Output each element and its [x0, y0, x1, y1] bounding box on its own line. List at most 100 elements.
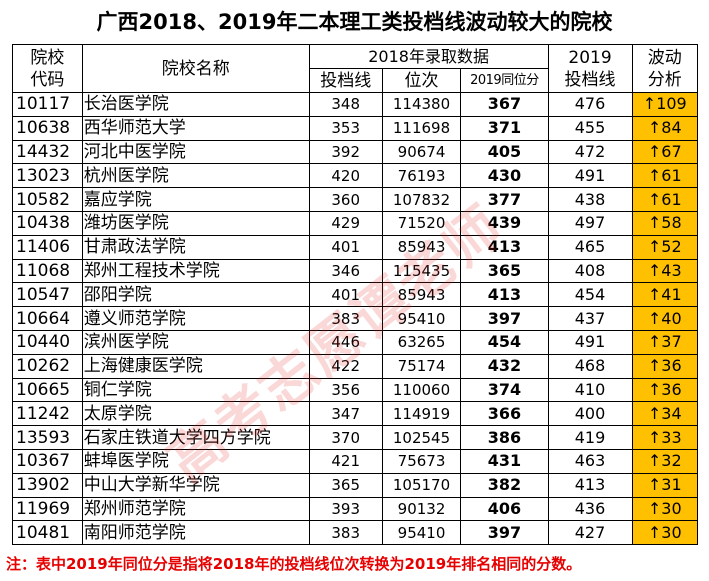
- cell-score: 392: [308, 139, 383, 165]
- header-wave-line1: 波动: [647, 47, 682, 68]
- cell-equiv: 454: [460, 329, 549, 355]
- table-row: 10665 铜仁学院 356 110060 374 410 ↑36: [12, 377, 699, 403]
- cell-wave: ↑30: [631, 496, 699, 522]
- cell-wave: ↑33: [631, 425, 699, 450]
- cell-2019-line: 491: [547, 163, 633, 189]
- cell-rank: 90674: [381, 139, 462, 165]
- cell-2019-line: 438: [547, 187, 633, 212]
- cell-score: 383: [308, 306, 383, 331]
- cell-equiv: 386: [460, 425, 549, 450]
- cell-2019-line: 400: [547, 401, 633, 427]
- table-row: 10262 上海健康医学院 422 75174 432 468 ↑36: [12, 353, 699, 379]
- header-rank: 位次: [381, 68, 462, 93]
- header-code-line2: 代码: [30, 69, 65, 90]
- cell-name: 西华师范大学: [81, 115, 310, 141]
- cell-score: 346: [308, 258, 383, 284]
- cell-name: 遵义师范学院: [81, 306, 310, 331]
- cell-code: 10262: [12, 353, 83, 379]
- cell-rank: 90132: [381, 496, 462, 522]
- cell-equiv: 366: [460, 401, 549, 427]
- cell-wave: ↑58: [631, 210, 699, 236]
- cell-rank: 107832: [381, 187, 462, 212]
- cell-rank: 110060: [381, 377, 462, 403]
- header-2019-line: 投档线: [564, 69, 616, 90]
- cell-name: 滨州医学院: [81, 329, 310, 355]
- cell-equiv: 430: [460, 163, 549, 189]
- cell-equiv: 371: [460, 115, 549, 141]
- cell-name: 长治医学院: [81, 92, 310, 117]
- cell-equiv: 367: [460, 92, 549, 117]
- cell-rank: 102545: [381, 425, 462, 450]
- cell-score: 370: [308, 425, 383, 450]
- cell-wave: ↑84: [631, 115, 699, 141]
- cell-code: 10582: [12, 187, 83, 212]
- cell-2019-line: 437: [547, 306, 633, 331]
- cell-equiv: 382: [460, 472, 549, 498]
- cell-code: 14432: [12, 139, 83, 165]
- cell-2019-line: 419: [547, 425, 633, 450]
- cell-equiv: 397: [460, 306, 549, 331]
- table-row: 11969 郑州师范学院 393 90132 406 436 ↑30: [12, 496, 699, 522]
- cell-equiv: 397: [460, 520, 549, 546]
- table-row: 10547 邵阳学院 401 85943 413 454 ↑41: [12, 282, 699, 308]
- cell-score: 401: [308, 282, 383, 308]
- cell-code: 13902: [12, 472, 83, 498]
- cell-2019-line: 455: [547, 115, 633, 141]
- cell-code: 10638: [12, 115, 83, 141]
- cell-name: 石家庄铁道大学四方学院: [81, 425, 310, 450]
- table-row: 10438 潍坊医学院 429 71520 439 497 ↑58: [12, 210, 699, 236]
- cell-score: 422: [308, 353, 383, 379]
- cell-name: 郑州师范学院: [81, 496, 310, 522]
- cell-equiv: 413: [460, 234, 549, 260]
- admission-table: 院校 代码 院校名称 2018年录取数据 2019 投档线 波动 分析 投档线 …: [12, 44, 699, 546]
- footnote: 注：表中2019年同位分是指将2018年的投档线位次转换为2019年排名相同的分…: [6, 555, 582, 573]
- cell-code: 11242: [12, 401, 83, 427]
- table-row: 13023 杭州医学院 420 76193 430 491 ↑61: [12, 163, 699, 189]
- cell-equiv: 431: [460, 448, 549, 474]
- cell-rank: 75174: [381, 353, 462, 379]
- header-code-line1: 院校: [30, 47, 65, 68]
- cell-equiv: 405: [460, 139, 549, 165]
- cell-rank: 111698: [381, 115, 462, 141]
- cell-rank: 95410: [381, 306, 462, 331]
- cell-rank: 114380: [381, 92, 462, 117]
- cell-score: 365: [308, 472, 383, 498]
- cell-2019-line: 408: [547, 258, 633, 284]
- cell-wave: ↑67: [631, 139, 699, 165]
- cell-2019-line: 427: [547, 520, 633, 546]
- cell-equiv: 365: [460, 258, 549, 284]
- cell-code: 10117: [12, 92, 83, 117]
- cell-code: 10665: [12, 377, 83, 403]
- cell-2019-line: 476: [547, 92, 633, 117]
- cell-rank: 85943: [381, 234, 462, 260]
- cell-wave: ↑61: [631, 163, 699, 189]
- cell-rank: 85943: [381, 282, 462, 308]
- cell-score: 446: [308, 329, 383, 355]
- cell-2019-line: 454: [547, 282, 633, 308]
- page-title: 广西2018、2019年二本理工类投档线波动较大的院校: [96, 10, 613, 34]
- cell-score: 356: [308, 377, 383, 403]
- cell-code: 11068: [12, 258, 83, 284]
- cell-wave: ↑40: [631, 306, 699, 331]
- table-row: 10481 南阳师范学院 383 95410 397 427 ↑30: [12, 520, 699, 546]
- header-2019: 2019 投档线: [547, 44, 633, 93]
- cell-name: 嘉应学院: [81, 187, 310, 212]
- cell-wave: ↑34: [631, 401, 699, 427]
- cell-name: 邵阳学院: [81, 282, 310, 308]
- header-name: 院校名称: [81, 44, 310, 93]
- table-row: 13902 中山大学新华学院 365 105170 382 413 ↑31: [12, 472, 699, 498]
- cell-wave: ↑61: [631, 187, 699, 212]
- cell-wave: ↑36: [631, 377, 699, 403]
- cell-rank: 75673: [381, 448, 462, 474]
- table-row: 11406 甘肃政法学院 401 85943 413 465 ↑52: [12, 234, 699, 260]
- cell-rank: 105170: [381, 472, 462, 498]
- header-code: 院校 代码: [12, 44, 83, 93]
- cell-equiv: 432: [460, 353, 549, 379]
- cell-equiv: 374: [460, 377, 549, 403]
- cell-code: 10481: [12, 520, 83, 546]
- cell-name: 蚌埠医学院: [81, 448, 310, 474]
- cell-score: 383: [308, 520, 383, 546]
- cell-2019-line: 468: [547, 353, 633, 379]
- cell-wave: ↑109: [631, 92, 699, 117]
- cell-code: 11969: [12, 496, 83, 522]
